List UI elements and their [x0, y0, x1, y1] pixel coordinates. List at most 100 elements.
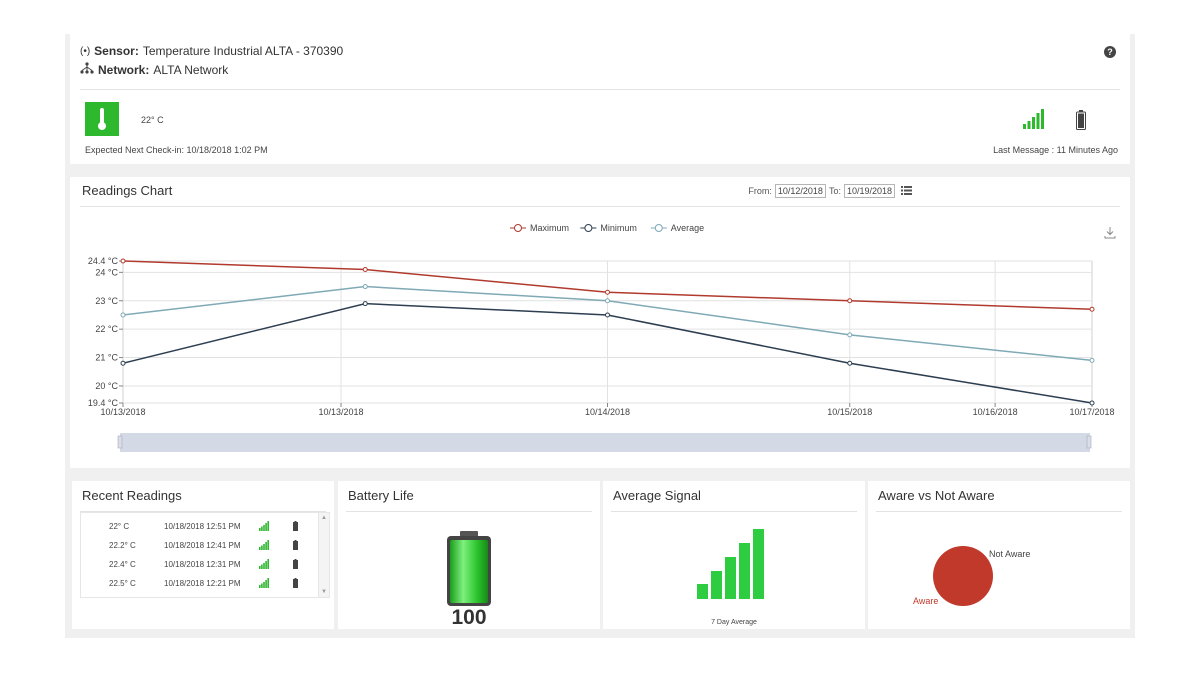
- data-point: [1089, 400, 1095, 406]
- last-message: Last Message : 11 Minutes Ago: [993, 145, 1118, 155]
- legend-label: Maximum: [530, 223, 569, 233]
- battery-life-title: Battery Life: [348, 488, 414, 503]
- recent-readings-title: Recent Readings: [82, 488, 182, 503]
- signal-bars-icon: [697, 529, 769, 604]
- data-point: [847, 332, 853, 338]
- scroll-down-icon[interactable]: ▼: [321, 589, 327, 595]
- list-item: 22.5° C 10/18/2018 12:21 PM: [81, 574, 317, 593]
- to-label: To:: [828, 186, 841, 196]
- battery-icon: [293, 578, 298, 590]
- sensor-name: Temperature Industrial ALTA - 370390: [142, 44, 344, 58]
- chart-divider: [80, 206, 1120, 207]
- help-icon[interactable]: ?: [1104, 46, 1116, 58]
- aware-label: Aware: [913, 596, 939, 606]
- sensor-header-panel: (•) Sensor: Temperature Industrial ALTA …: [70, 34, 1130, 164]
- y-tick-label: 22 °C: [95, 324, 118, 334]
- legend-marker: [654, 224, 663, 232]
- aware-title: Aware vs Not Aware: [878, 488, 995, 503]
- aware-pie-chart: [932, 545, 994, 612]
- list-item: 22.4° C 10/18/2018 12:31 PM: [81, 555, 317, 574]
- chart-series: [120, 258, 1095, 406]
- y-tick-label: 19.4 °C: [88, 398, 119, 408]
- data-point: [1089, 357, 1095, 363]
- average-signal-panel: Average Signal 7 Day Average: [603, 481, 865, 629]
- current-temperature: 22° C: [141, 115, 164, 125]
- aware-divider: [876, 511, 1122, 512]
- broadcast-icon: (•): [80, 45, 91, 57]
- legend-marker: [514, 224, 522, 232]
- readings-line-chart: 24.4 °C24 °C23 °C22 °C21 °C20 °C19.4 °C …: [88, 223, 1116, 452]
- data-point: [605, 289, 610, 295]
- data-point: [362, 301, 368, 307]
- signal-bars-icon: [259, 578, 269, 590]
- x-tick-label: 10/15/2018: [827, 407, 872, 417]
- data-point: [847, 360, 853, 366]
- data-point: [1089, 306, 1095, 312]
- data-point: [605, 312, 610, 318]
- readings-chart-panel: Readings Chart From: 10/12/2018 To: 10/1…: [70, 177, 1130, 468]
- data-point: [362, 267, 368, 273]
- reading-date: 10/18/2018 12:31 PM: [164, 560, 241, 569]
- network-icon: [80, 62, 94, 77]
- signal-bars-icon: [259, 540, 269, 552]
- x-tick-label: 10/16/2018: [973, 407, 1018, 417]
- range-navigator[interactable]: [117, 433, 1092, 452]
- x-tick-label: 10/17/2018: [1069, 407, 1114, 417]
- reading-date: 10/18/2018 12:41 PM: [164, 541, 241, 550]
- list-item: 22.2° C 10/18/2018 12:41 PM: [81, 536, 317, 555]
- battery-divider: [346, 511, 592, 512]
- signal-bars-icon: [1023, 109, 1045, 134]
- legend-label: Average: [671, 223, 704, 233]
- data-point: [605, 298, 610, 304]
- scrollbar[interactable]: ▲ ▼: [318, 513, 329, 597]
- battery-icon: [293, 540, 298, 552]
- x-axis: 10/13/2018 10/13/2018 10/14/2018 10/15/2018…: [100, 403, 1115, 417]
- y-tick-label: 24 °C: [95, 267, 118, 277]
- y-axis: 24.4 °C24 °C 23 °C 22 °C 21 °C 20 °C 19.4 °C: [88, 256, 123, 408]
- dashboard: (•) Sensor: Temperature Industrial ALTA …: [65, 34, 1135, 638]
- y-tick-label: 23 °C: [95, 296, 118, 306]
- reading-temp: 22.5° C: [109, 579, 136, 588]
- sensor-label: Sensor:: [94, 44, 139, 58]
- to-date-input[interactable]: 10/19/2018: [843, 184, 895, 198]
- data-point: [120, 360, 126, 366]
- readings-chart-title: Readings Chart: [82, 183, 173, 198]
- list-icon[interactable]: [901, 185, 912, 197]
- x-tick-label: 10/13/2018: [100, 407, 145, 417]
- battery-level-icon: [446, 531, 492, 612]
- recent-readings-list[interactable]: 22° C 10/18/2018 12:51 PM 22.2° C 10/18/…: [80, 512, 330, 598]
- data-point: [847, 298, 853, 304]
- date-range: From: 10/12/2018 To: 10/19/2018: [748, 184, 912, 198]
- range-handle-right[interactable]: [1086, 435, 1092, 449]
- next-checkin: Expected Next Check-in: 10/18/2018 1:02 …: [85, 145, 268, 155]
- range-handle-left[interactable]: [117, 435, 123, 449]
- thermometer-icon: [85, 102, 119, 136]
- battery-icon: [293, 521, 298, 533]
- y-tick-label: 20 °C: [95, 381, 118, 391]
- network-label: Network:: [98, 62, 150, 77]
- legend-label: Minimum: [600, 223, 637, 233]
- download-icon[interactable]: [1104, 227, 1116, 239]
- reading-date: 10/18/2018 12:21 PM: [164, 579, 241, 588]
- network-name: ALTA Network: [153, 62, 229, 77]
- reading-temp: 22.4° C: [109, 560, 136, 569]
- x-tick-label: 10/14/2018: [585, 407, 630, 417]
- chart-legend: Maximum Minimum Average: [510, 223, 704, 233]
- legend-marker: [584, 224, 593, 232]
- recent-divider: [80, 511, 326, 512]
- signal-bars-icon: [259, 559, 269, 571]
- average-signal-title: Average Signal: [613, 488, 701, 503]
- list-item: 22° C 10/18/2018 12:51 PM: [81, 517, 317, 536]
- reading-temp: 22° C: [109, 522, 130, 531]
- network-line: Network: ALTA Network: [80, 62, 228, 77]
- battery-icon: [293, 559, 298, 571]
- sensor-line: (•) Sensor: Temperature Industrial ALTA …: [80, 44, 343, 58]
- scroll-up-icon[interactable]: ▲: [321, 515, 327, 521]
- not-aware-label: Not Aware: [989, 549, 1031, 559]
- from-date-input[interactable]: 10/12/2018: [774, 184, 826, 198]
- reading-temp: 22.2° C: [109, 541, 136, 550]
- aware-panel: Aware vs Not Aware Not Aware Aware: [868, 481, 1130, 629]
- reading-date: 10/18/2018 12:51 PM: [164, 522, 241, 531]
- signal-divider: [611, 511, 857, 512]
- from-label: From:: [748, 186, 772, 196]
